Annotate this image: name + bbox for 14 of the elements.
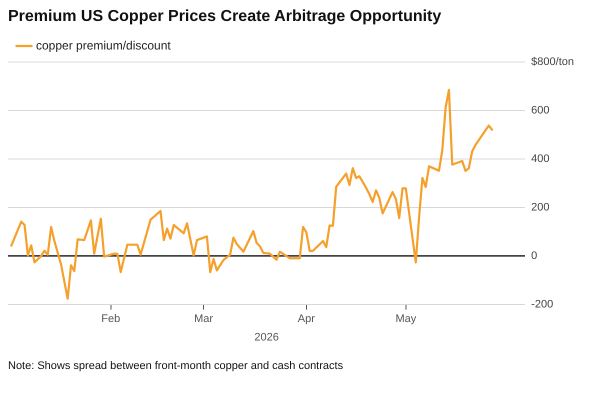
y-tick-label: 600 — [531, 104, 550, 117]
x-tick-label: Mar — [194, 313, 214, 326]
x-tick-label: Feb — [101, 313, 120, 326]
y-tick-label: -200 — [531, 298, 554, 311]
x-tick-label: May — [395, 313, 417, 326]
y-tick-label: 200 — [531, 202, 550, 214]
text: Note: Shows spread between front-month copper and cash contracts — [8, 360, 344, 372]
legend-label: copper premium/discount — [36, 38, 172, 52]
y-tick-label: 400 — [531, 153, 550, 166]
y-tick-label: $800/ton — [531, 56, 574, 68]
x-axis-title: 2026 — [254, 331, 279, 344]
x-tick-label: Apr — [298, 313, 316, 326]
y-tick-label: 0 — [531, 250, 538, 262]
chart-title: Premium US Copper Prices Create Arbitrage Opportunity — [8, 8, 442, 26]
